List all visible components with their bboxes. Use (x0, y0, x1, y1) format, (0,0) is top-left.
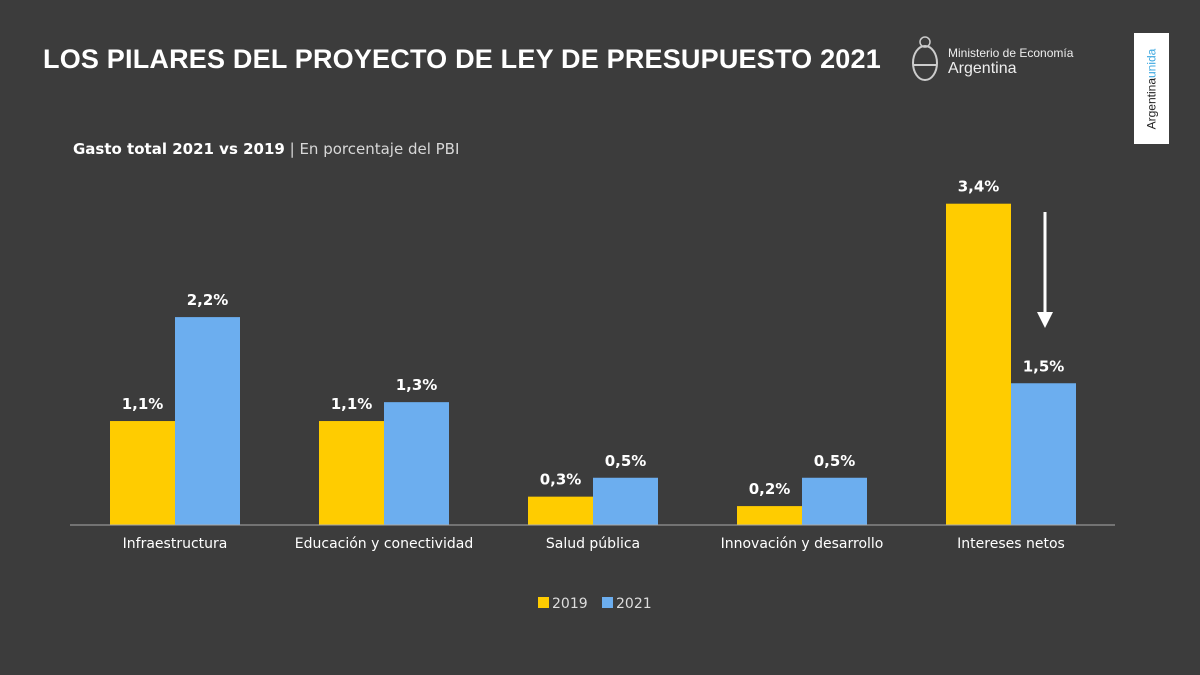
data-label: 0,3% (540, 471, 582, 489)
bar-2021 (802, 477, 867, 525)
data-label: 0,5% (605, 452, 647, 470)
arrow-head (1037, 312, 1053, 328)
data-label: 0,2% (749, 480, 791, 498)
data-label: 1,5% (1023, 357, 1065, 375)
category-label: Innovación y desarrollo (721, 536, 884, 552)
bar-2021 (175, 317, 240, 525)
bar-2021 (384, 402, 449, 525)
chart-subtitle: Gasto total 2021 vs 2019 | En porcentaje… (73, 140, 459, 158)
data-label: 1,1% (331, 395, 373, 413)
bar-2021 (593, 477, 658, 525)
coat-of-arms-icon (912, 36, 938, 81)
data-label: 2,2% (187, 291, 229, 309)
data-label: 0,5% (814, 452, 856, 470)
argentina-unida-badge: Argentinaunida (1134, 33, 1169, 144)
page-title: LOS PILARES DEL PROYECTO DE LEY DE PRESU… (43, 44, 881, 74)
subtitle-light: En porcentaje del PBI (299, 140, 460, 158)
legend-swatch (538, 597, 549, 608)
data-label: 1,3% (396, 376, 438, 394)
legend-label: 2019 (552, 596, 588, 612)
category-label: Infraestructura (123, 536, 228, 552)
category-label: Salud pública (546, 536, 640, 552)
legend-swatch (602, 597, 613, 608)
legend-label: 2021 (616, 596, 652, 612)
subtitle-bold: Gasto total 2021 vs 2019 (73, 140, 285, 158)
country-name: Argentina (948, 60, 1017, 77)
bar-2019 (737, 506, 802, 525)
subtitle-separator: | (284, 140, 300, 158)
data-label: 3,4% (958, 178, 1000, 196)
category-label: Educación y conectividad (295, 536, 473, 552)
bar-2019 (110, 421, 175, 525)
bar-2019 (528, 496, 593, 525)
ministry-logo: Ministerio de Economía Argentina (910, 33, 1073, 91)
data-label: 1,1% (122, 395, 164, 413)
category-label: Intereses netos (957, 536, 1065, 552)
bar-2021 (1011, 383, 1076, 525)
bar-2019 (319, 421, 384, 525)
ministry-name: Ministerio de Economía (948, 46, 1074, 60)
bar-2019 (946, 203, 1011, 525)
